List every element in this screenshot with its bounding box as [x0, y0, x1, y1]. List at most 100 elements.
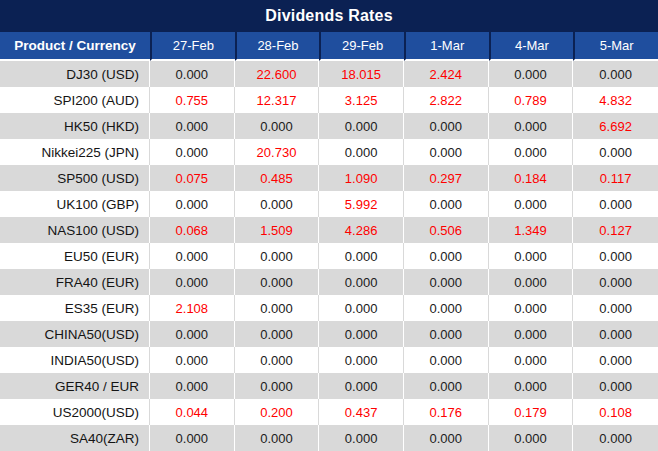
- table-row: SPI200 (AUD)0.75512.3173.1252.8220.7894.…: [0, 87, 658, 113]
- rate-cell: 0.000: [489, 425, 574, 451]
- rate-cell: 5.992: [319, 191, 404, 217]
- rate-cell: 0.000: [150, 321, 235, 347]
- rate-cell: 0.000: [404, 321, 489, 347]
- rate-cell: 0.755: [150, 87, 235, 113]
- rate-cell: 0.000: [150, 347, 235, 373]
- rate-cell: 18.015: [319, 61, 404, 87]
- table-title-bar: Dividends Rates: [0, 0, 658, 32]
- rate-cell: 0.000: [573, 347, 658, 373]
- rate-cell: 0.485: [235, 165, 320, 191]
- rate-cell: 0.000: [319, 269, 404, 295]
- table-row: INDIA50(USD)0.0000.0000.0000.0000.0000.0…: [0, 347, 658, 373]
- rate-cell: 2.108: [150, 295, 235, 321]
- rate-cell: 3.125: [319, 87, 404, 113]
- rate-cell: 0.000: [573, 243, 658, 269]
- rate-cell: 0.000: [489, 373, 574, 399]
- date-column-header: 1-Mar: [404, 32, 489, 61]
- product-cell: US2000(USD): [0, 399, 150, 425]
- product-cell: EU50 (EUR): [0, 243, 150, 269]
- rate-cell: 0.506: [404, 217, 489, 243]
- date-column-header: 5-Mar: [573, 32, 658, 61]
- rate-cell: 0.000: [150, 269, 235, 295]
- rate-cell: 0.000: [319, 321, 404, 347]
- rate-cell: 0.176: [404, 399, 489, 425]
- rate-cell: 0.000: [573, 373, 658, 399]
- rate-cell: 0.000: [573, 321, 658, 347]
- rate-cell: 0.000: [404, 191, 489, 217]
- rate-cell: 0.000: [573, 139, 658, 165]
- rate-cell: 0.000: [319, 113, 404, 139]
- rate-cell: 0.000: [489, 321, 574, 347]
- rate-cell: 2.822: [404, 87, 489, 113]
- rate-cell: 0.000: [404, 425, 489, 451]
- rate-cell: 0.127: [573, 217, 658, 243]
- rate-cell: 0.789: [489, 87, 574, 113]
- product-cell: NAS100 (USD): [0, 217, 150, 243]
- product-cell: SPI200 (AUD): [0, 87, 150, 113]
- dividends-rates-widget: Dividends Rates Product / Currency 27-Fe…: [0, 0, 658, 451]
- rate-cell: 0.000: [235, 425, 320, 451]
- table-row: NAS100 (USD)0.0681.5094.2860.5061.3490.1…: [0, 217, 658, 243]
- rate-cell: 0.000: [319, 295, 404, 321]
- table-row: FRA40 (EUR)0.0000.0000.0000.0000.0000.00…: [0, 269, 658, 295]
- rate-cell: 0.000: [235, 191, 320, 217]
- table-row: HK50 (HKD)0.0000.0000.0000.0000.0006.692: [0, 113, 658, 139]
- rate-cell: 1.349: [489, 217, 574, 243]
- rate-cell: 0.108: [573, 399, 658, 425]
- header-row: Product / Currency 27-Feb28-Feb29-Feb1-M…: [0, 32, 658, 61]
- rate-cell: 1.509: [235, 217, 320, 243]
- rate-cell: 0.000: [235, 373, 320, 399]
- rate-cell: 2.424: [404, 61, 489, 87]
- rate-cell: 0.297: [404, 165, 489, 191]
- rate-cell: 0.000: [573, 425, 658, 451]
- rate-cell: 0.000: [235, 321, 320, 347]
- table-row: CHINA50(USD)0.0000.0000.0000.0000.0000.0…: [0, 321, 658, 347]
- rate-cell: 0.000: [489, 113, 574, 139]
- rate-cell: 0.000: [489, 269, 574, 295]
- rate-cell: 0.000: [489, 347, 574, 373]
- rate-cell: 0.000: [319, 139, 404, 165]
- rate-cell: 0.000: [404, 243, 489, 269]
- rate-cell: 0.000: [150, 191, 235, 217]
- rate-cell: 0.000: [235, 295, 320, 321]
- product-cell: INDIA50(USD): [0, 347, 150, 373]
- rate-cell: 0.000: [150, 61, 235, 87]
- product-cell: HK50 (HKD): [0, 113, 150, 139]
- rate-cell: 0.000: [235, 347, 320, 373]
- product-cell: SA40(ZAR): [0, 425, 150, 451]
- rate-cell: 0.000: [319, 347, 404, 373]
- table-body: DJ30 (USD)0.00022.60018.0152.4240.0000.0…: [0, 61, 658, 451]
- rate-cell: 0.000: [150, 243, 235, 269]
- rate-cell: 0.000: [319, 243, 404, 269]
- rate-cell: 0.184: [489, 165, 574, 191]
- product-cell: UK100 (GBP): [0, 191, 150, 217]
- rate-cell: 0.000: [235, 269, 320, 295]
- rate-cell: 1.090: [319, 165, 404, 191]
- rate-cell: 0.000: [489, 191, 574, 217]
- rate-cell: 0.117: [573, 165, 658, 191]
- rate-cell: 0.437: [319, 399, 404, 425]
- table-title: Dividends Rates: [265, 7, 392, 25]
- product-cell: SP500 (USD): [0, 165, 150, 191]
- rate-cell: 4.832: [573, 87, 658, 113]
- rate-cell: 0.000: [489, 139, 574, 165]
- rate-cell: 0.000: [573, 269, 658, 295]
- date-column-header: 4-Mar: [489, 32, 574, 61]
- rate-cell: 0.000: [150, 113, 235, 139]
- rate-cell: 0.075: [150, 165, 235, 191]
- product-cell: GER40 / EUR: [0, 373, 150, 399]
- rate-cell: 0.000: [489, 243, 574, 269]
- rate-cell: 0.000: [150, 373, 235, 399]
- rate-cell: 0.000: [573, 61, 658, 87]
- rate-cell: 20.730: [235, 139, 320, 165]
- table-row: SA40(ZAR)0.0000.0000.0000.0000.0000.000: [0, 425, 658, 451]
- table-row: GER40 / EUR0.0000.0000.0000.0000.0000.00…: [0, 373, 658, 399]
- rate-cell: 0.000: [573, 191, 658, 217]
- product-cell: Nikkei225 (JPN): [0, 139, 150, 165]
- rate-cell: 0.000: [319, 373, 404, 399]
- rate-cell: 0.068: [150, 217, 235, 243]
- rate-cell: 0.000: [404, 113, 489, 139]
- rate-cell: 0.000: [573, 295, 658, 321]
- product-cell: CHINA50(USD): [0, 321, 150, 347]
- rate-cell: 12.317: [235, 87, 320, 113]
